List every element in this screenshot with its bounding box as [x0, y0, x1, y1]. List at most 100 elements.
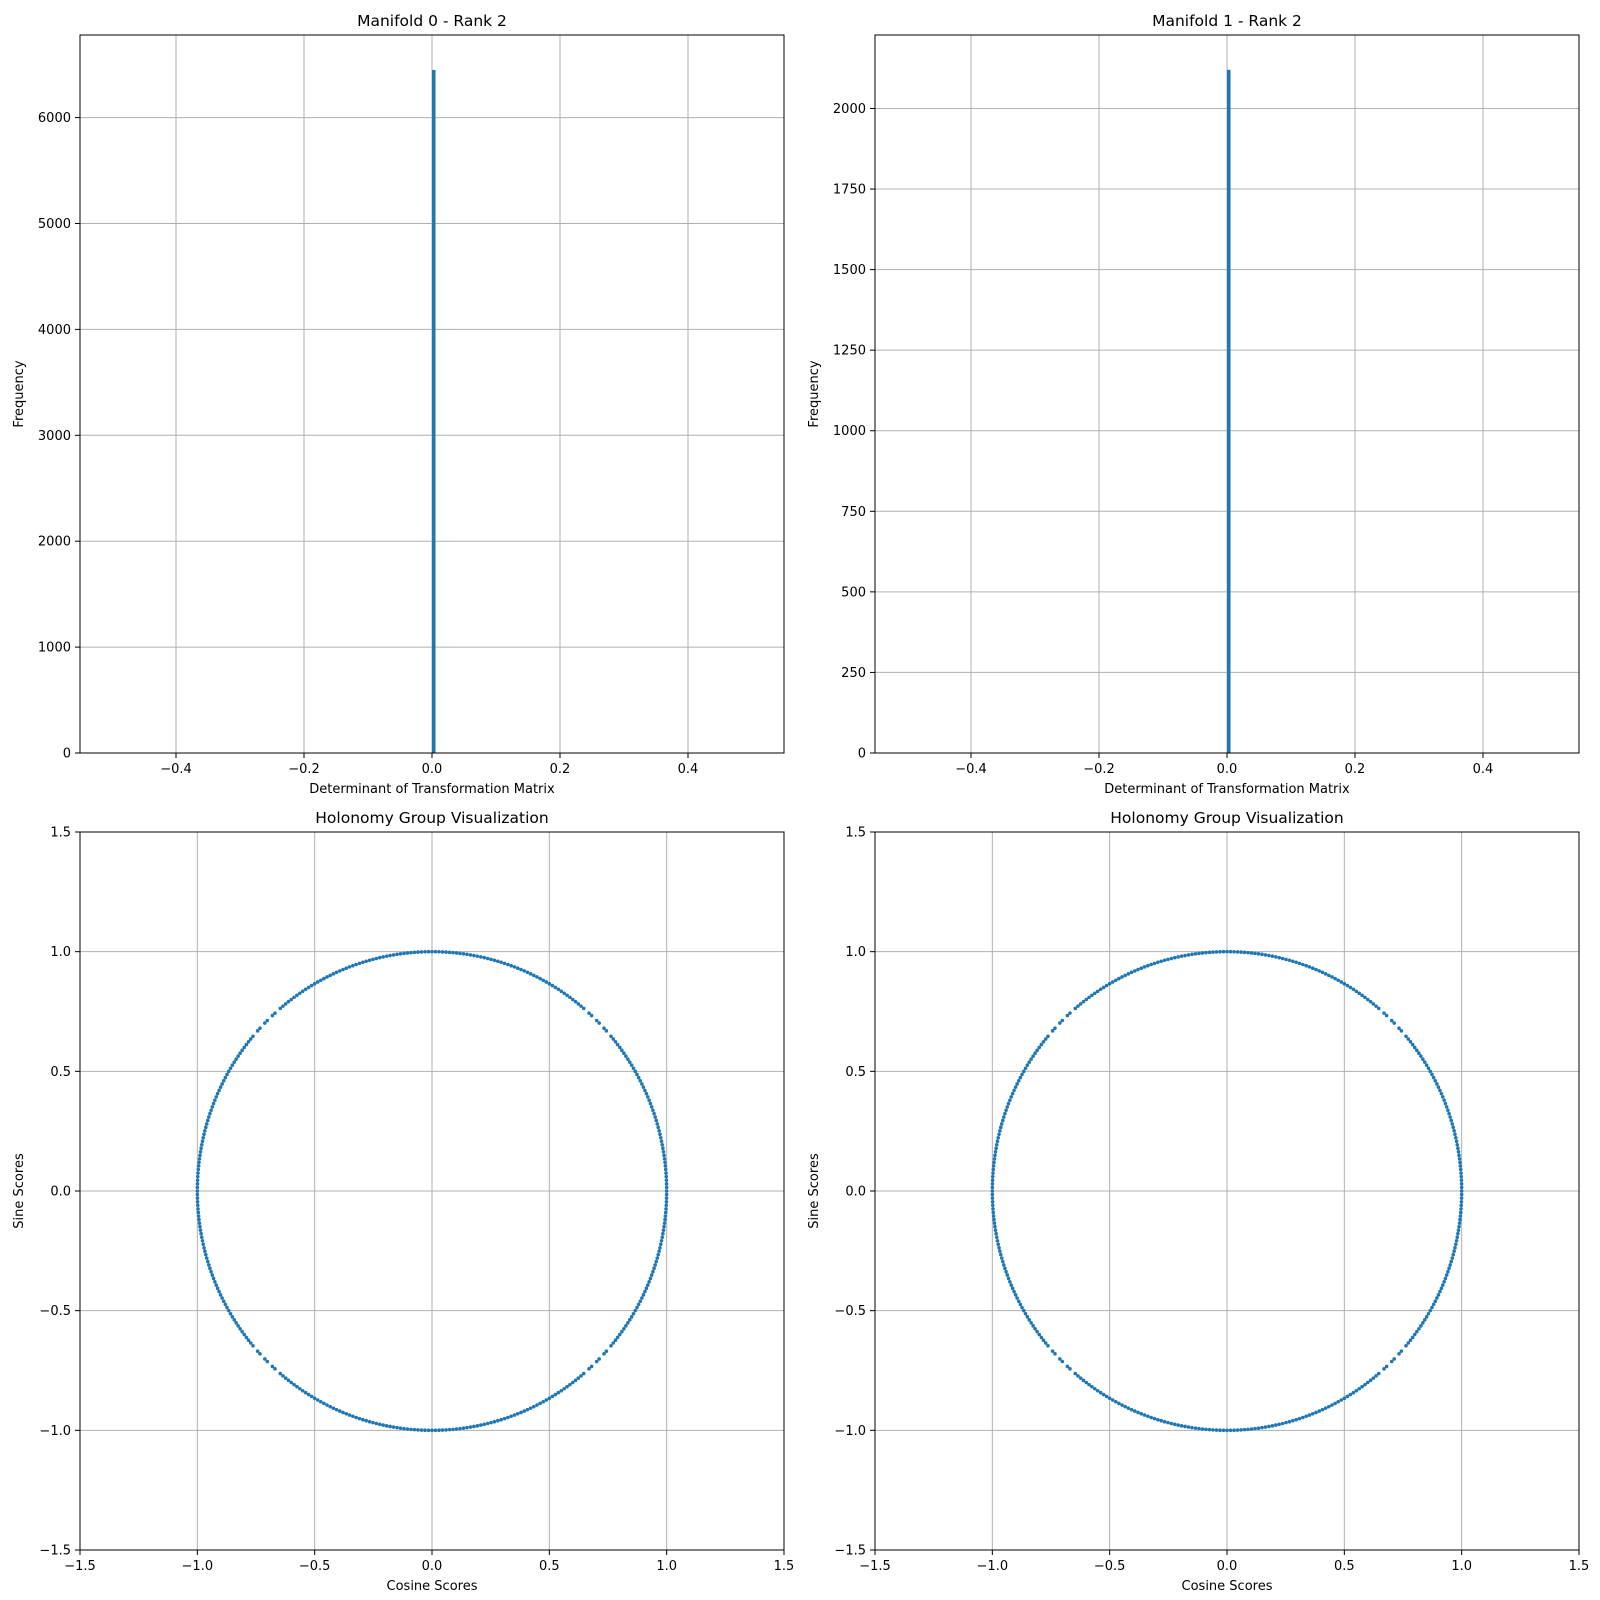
scatter-point [656, 1125, 661, 1130]
scatter-point [221, 1299, 226, 1304]
scatter-point [1013, 1293, 1018, 1297]
scatter-point [1246, 1427, 1250, 1432]
scatter-point [651, 1108, 655, 1113]
scatter-point [626, 1321, 630, 1325]
scatter-point [1149, 1415, 1153, 1420]
scatter-point [196, 1210, 201, 1215]
scatter-point [1428, 1069, 1433, 1074]
scatter-point [664, 1207, 668, 1211]
scatter-point [226, 1308, 231, 1313]
scatter-point [371, 1420, 375, 1425]
scatter-point [1095, 1388, 1100, 1393]
x-tick-label: −1.5 [859, 1559, 891, 1574]
scatter-point [208, 1111, 212, 1116]
scatter-point [1037, 1045, 1042, 1050]
scatter-point [246, 1039, 251, 1044]
scatter-point [994, 1235, 999, 1240]
scatter-point [199, 1235, 204, 1240]
x-axis-label: Cosine Scores [387, 1579, 478, 1594]
scatter-point [661, 1231, 665, 1236]
scatter-point [482, 1422, 487, 1427]
scatter-point [361, 1417, 365, 1422]
scatter-point [198, 1228, 203, 1233]
scatter-point [1021, 1308, 1026, 1313]
scatter-point [528, 1406, 533, 1410]
scatter-point [197, 1221, 202, 1225]
scatter-point [1113, 978, 1118, 983]
scatter-point [1389, 1359, 1394, 1364]
scatter-point [391, 1425, 396, 1429]
scatter-point [1301, 1415, 1305, 1420]
scatter-point [660, 1235, 665, 1240]
scatter-point [1021, 1069, 1026, 1074]
scatter-point [1284, 1420, 1288, 1425]
scatter-point [573, 1378, 578, 1383]
scatter-point [1314, 967, 1318, 972]
scatter-point [997, 1132, 1001, 1137]
scatter-point [635, 1305, 639, 1310]
scatter-point [1169, 1421, 1174, 1426]
scatter-point [1455, 1235, 1460, 1240]
scatter-point [1333, 1401, 1337, 1406]
scatter-point [663, 1164, 668, 1168]
scatter-point [265, 1018, 270, 1023]
scatter-point [999, 1256, 1004, 1260]
scatter-point [636, 1075, 641, 1080]
scatter-point [1093, 1386, 1097, 1391]
scatter-point [1197, 951, 1201, 956]
scatter-point [265, 1359, 270, 1364]
scatter-point [377, 1422, 382, 1427]
scatter-point [1107, 981, 1112, 986]
scatter-point [303, 1390, 308, 1395]
y-tick-label: 0.5 [50, 1065, 71, 1080]
scatter-point [195, 1192, 200, 1197]
scatter-point [258, 1351, 262, 1356]
scatter-point [412, 1427, 417, 1432]
scatter-point [990, 1174, 995, 1179]
scatter-point [1139, 966, 1144, 971]
scatter-point [1018, 1302, 1023, 1307]
scatter-point [440, 1428, 445, 1432]
scatter-point [1320, 970, 1325, 975]
scatter-point [629, 1063, 634, 1067]
scatter-point [208, 1266, 212, 1271]
y-tick-label: 3000 [38, 429, 71, 444]
scatter-point [525, 1407, 530, 1412]
scatter-point [1009, 1095, 1014, 1099]
scatter-point [990, 1203, 995, 1208]
scatter-point [1327, 973, 1331, 978]
scatter-point [1211, 1428, 1215, 1432]
scatter-point [384, 1424, 389, 1428]
y-tick-label: −1.5 [834, 1544, 866, 1559]
scatter-point [1132, 1409, 1137, 1413]
scatter-point [525, 970, 530, 975]
y-tick-label: 2000 [38, 535, 71, 550]
scatter-point [1033, 1326, 1037, 1331]
scatter-point [1172, 955, 1177, 960]
scatter-point [1280, 956, 1285, 961]
scatter-point [1207, 950, 1212, 955]
scatter-point [1284, 957, 1288, 962]
scatter-point [990, 1192, 995, 1197]
scatter-point [633, 1069, 638, 1074]
scatter-point [1053, 1026, 1057, 1031]
scatter-point [1012, 1088, 1016, 1093]
scatter-point [1457, 1221, 1462, 1225]
chart-title: Manifold 0 - Rank 2 [357, 12, 507, 30]
scatter-point [322, 976, 326, 981]
scatter-point [594, 1018, 599, 1023]
scatter-point [1419, 1054, 1423, 1058]
scatter-point [1065, 1364, 1070, 1369]
scatter-point [1162, 1419, 1167, 1424]
scatter-point [1156, 960, 1160, 965]
scatter-point [458, 1426, 462, 1431]
scatter-point [1242, 1427, 1247, 1432]
scatter-point [367, 1419, 372, 1424]
scatter-point [204, 1256, 209, 1260]
scatter-point [1345, 983, 1350, 988]
scatter-point [1084, 1380, 1089, 1385]
scatter-point [562, 991, 566, 996]
scatter-point [1110, 1398, 1115, 1402]
scatter-point [416, 950, 420, 954]
x-tick-label: −1.0 [977, 1559, 1009, 1574]
